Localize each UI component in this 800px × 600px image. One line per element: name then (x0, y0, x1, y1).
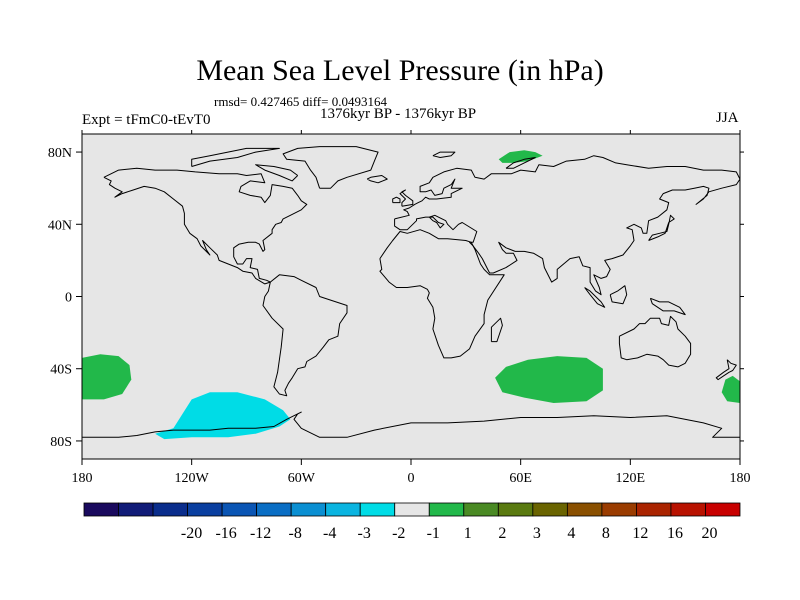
colorbar-swatch (152, 502, 188, 517)
x-tick-label: 0 (408, 471, 415, 486)
x-tick-label: 120E (616, 471, 646, 486)
colorbar-swatch (83, 502, 119, 517)
coastline-svalbard (432, 151, 456, 158)
colorbar-label: 20 (701, 525, 717, 542)
y-tick-label: 0 (65, 291, 72, 306)
coastline-borneo (609, 285, 628, 305)
colorbar-label: 1 (464, 525, 472, 542)
colorbar-label: -1 (427, 525, 440, 542)
period-text: 1376kyr BP - 1376kyr BP (320, 106, 477, 122)
x-tick-label: 60E (509, 471, 532, 486)
experiment-label: Expt = tFmC0-tEvT0 (82, 112, 211, 128)
colorbar-swatch (636, 502, 672, 517)
x-tick-label: 60W (288, 471, 316, 486)
colorbar-swatch (428, 502, 465, 517)
colorbar-label: 3 (533, 525, 541, 542)
y-tick-label: 80N (48, 146, 72, 161)
anomaly-region-amundsen-sea (155, 392, 291, 440)
colorbar-swatch (394, 502, 430, 517)
coastline-iceland (366, 175, 388, 184)
colorbar-label: -20 (181, 525, 202, 542)
colorbar-swatch (463, 502, 499, 517)
coastline-north-america (103, 167, 308, 285)
colorbar-label: -3 (358, 525, 371, 542)
map-background (82, 134, 740, 459)
colorbar-swatch (325, 502, 361, 517)
y-tick-label: 80S (50, 435, 72, 450)
colorbar-label: -4 (323, 525, 336, 542)
colorbar-label: -12 (250, 525, 271, 542)
coastline-japan (648, 214, 675, 241)
colorbar-swatch (290, 502, 327, 517)
colorbar-label: -8 (288, 525, 301, 542)
coastline-south-america (262, 274, 348, 397)
colorbar-swatch (532, 502, 568, 517)
anomaly-region-indian-ocean-south (495, 356, 603, 403)
coastline-britain (399, 189, 414, 207)
map-layer (82, 134, 740, 459)
axis-layer: 180 120W 60W 0 60E 120E 180 80N 40N 0 40S 80S (48, 130, 751, 486)
colorbar-swatch (256, 502, 292, 517)
coastline-greenland (282, 146, 379, 189)
coastline-new-guinea (649, 297, 686, 316)
colorbar-label: -16 (215, 525, 236, 542)
coastline-baffin (255, 164, 299, 182)
coastline-new-zealand (715, 359, 737, 381)
coastline-arctic-islands (191, 147, 280, 167)
colorbar-swatch (705, 502, 741, 517)
colorbar-label: 16 (667, 525, 683, 542)
anomaly-region-south-pacific-east (721, 375, 740, 403)
colorbar-swatch (221, 502, 258, 517)
colorbar-swatch (187, 502, 223, 517)
colorbar-swatch (359, 502, 396, 517)
coastline-antarctica (82, 411, 740, 438)
x-tick-label: 120W (175, 471, 210, 486)
x-tick-label: 180 (72, 471, 93, 486)
y-tick-label: 40S (50, 363, 72, 378)
colorbar-label: 2 (498, 525, 506, 542)
coastline-novaya-zemlya (505, 157, 536, 169)
x-tick-label: 180 (730, 471, 751, 486)
y-tick-label: 40N (48, 218, 72, 233)
colorbar: -20 -16 -12 -8 -4 -3 -2 -1 1 2 3 4 8 12 16 20 (83, 502, 741, 542)
colorbar-label: -2 (392, 525, 405, 542)
coastline-sumatra (584, 287, 606, 308)
colorbar-label: 12 (632, 525, 648, 542)
colorbar-label: 4 (567, 525, 575, 542)
coastline-australia (618, 315, 692, 368)
coastline-africa (379, 229, 505, 359)
coastline-eurasia (394, 155, 740, 296)
stats-text: rmsd= 0.427465 diff= 0.0493164 (214, 94, 387, 109)
chart-title: Mean Sea Level Pressure (in hPa) (196, 54, 604, 87)
colorbar-swatch (670, 502, 706, 517)
season-label: JJA (716, 110, 739, 126)
colorbar-label: 8 (602, 525, 610, 542)
colorbar-swatch (497, 502, 534, 517)
anomaly-region-south-pacific-west (82, 354, 132, 400)
colorbar-swatch (601, 502, 637, 517)
colorbar-swatch (566, 502, 603, 517)
coastline-ireland (392, 196, 401, 204)
coastline-madagascar (490, 317, 503, 343)
colorbar-swatch (118, 502, 154, 517)
